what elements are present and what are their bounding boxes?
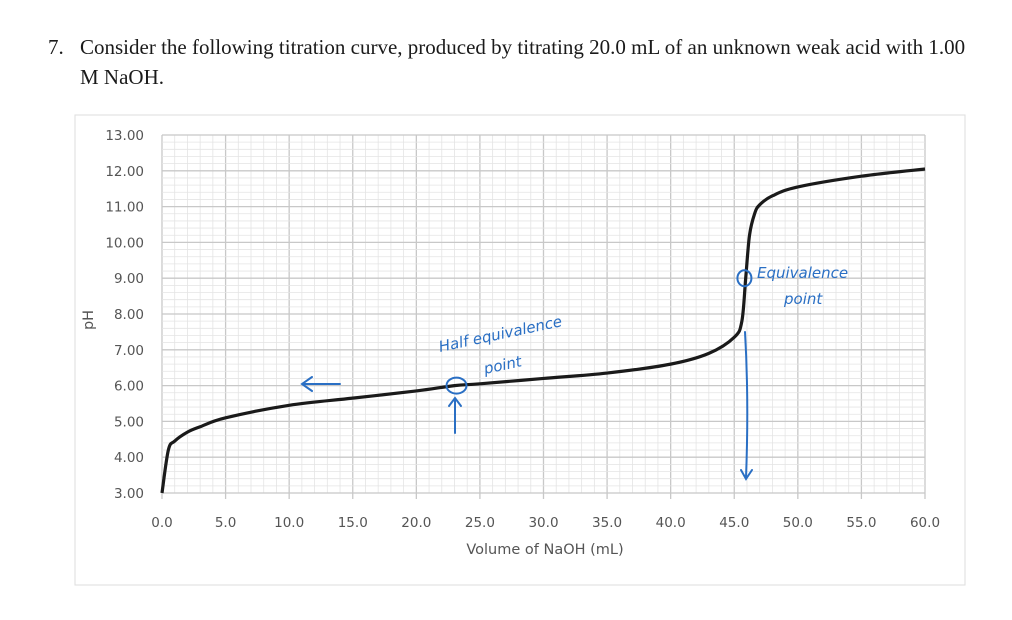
- half-equivalence-circle: [445, 376, 468, 395]
- x-tick-label: 40.0: [656, 515, 686, 531]
- chart-frame: [74, 114, 966, 586]
- x-tick-label: 5.0: [215, 515, 236, 531]
- equivalence-circle: [736, 269, 753, 288]
- y-tick-label: 13.00: [105, 128, 144, 144]
- x-tick-label: 20.0: [401, 515, 431, 531]
- x-tick-label: 0.0: [151, 515, 172, 531]
- equivalence-label-line1: Equivalence: [757, 264, 848, 282]
- arrow-up-icon: [448, 396, 462, 434]
- y-tick-label: 3.00: [114, 486, 144, 502]
- x-axis-label: Volume of NaOH (mL): [466, 542, 623, 558]
- y-tick-label: 5.00: [114, 414, 144, 430]
- arrow-left-icon: [300, 376, 341, 392]
- x-tick-label: 25.0: [465, 515, 495, 531]
- y-tick-label: 9.00: [114, 271, 144, 287]
- grid: [161, 134, 926, 499]
- y-tick-label: 6.00: [114, 379, 144, 395]
- y-axis-label: pH: [81, 310, 97, 330]
- x-tick-label: 50.0: [783, 515, 813, 531]
- x-tick-label: 35.0: [592, 515, 622, 531]
- x-tick-label: 10.0: [274, 515, 304, 531]
- question-number: 7.: [48, 35, 64, 59]
- arrow-down-icon: [740, 331, 753, 481]
- x-tick-label: 60.0: [910, 515, 940, 531]
- titration-curve: [160, 167, 926, 494]
- x-tick-label: 30.0: [528, 515, 558, 531]
- y-tick-label: 10.00: [105, 235, 144, 251]
- x-tick-label: 15.0: [338, 515, 368, 531]
- y-tick-label: 11.00: [105, 200, 144, 216]
- y-tick-label: 8.00: [114, 307, 144, 323]
- y-tick-label: 4.00: [114, 450, 144, 466]
- equivalence-label-line2: point: [783, 290, 823, 308]
- x-tick-label: 55.0: [846, 515, 876, 531]
- question-text: Consider the following titration curve, …: [80, 35, 966, 89]
- y-tick-label: 12.00: [105, 164, 144, 180]
- x-tick-label: 45.0: [719, 515, 749, 531]
- tick-labels: 0.0 5.0 10.0 15.0 20.0 25.0 30.0 35.0 40.0 45.0 50…: [105, 128, 940, 531]
- y-tick-label: 7.00: [114, 343, 144, 359]
